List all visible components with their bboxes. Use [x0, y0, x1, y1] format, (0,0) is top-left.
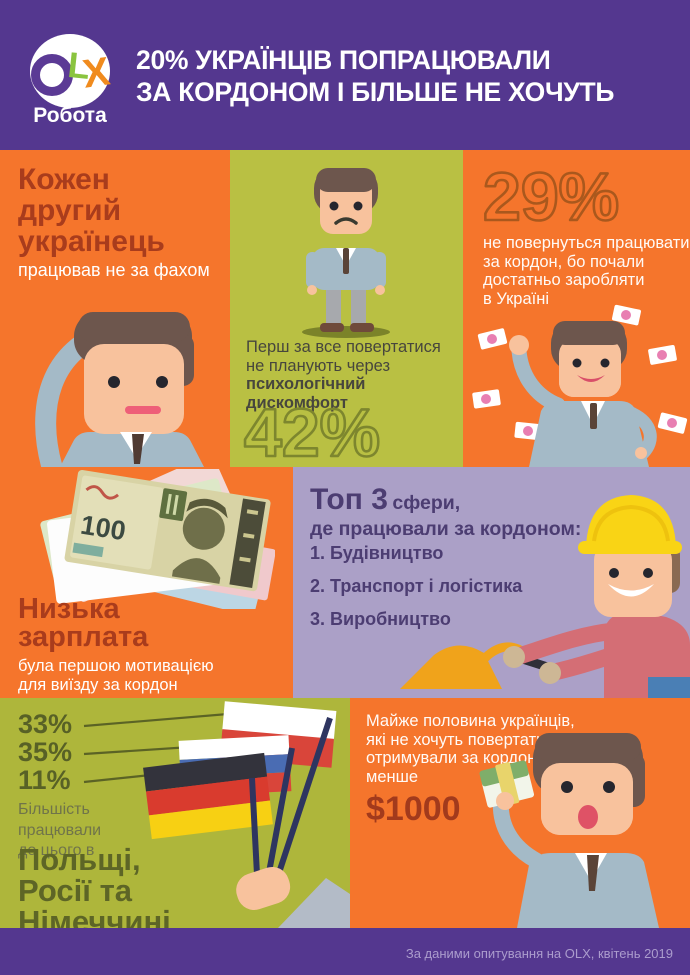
card-not-by-profession: Кожен другий українець працював не за фа… [0, 150, 230, 467]
card-f-text-line2: працювали [18, 821, 102, 839]
card-d-subtitle: була першою мотивацією для виїзду за кор… [18, 657, 214, 695]
card-d-title-line1: Низька [18, 593, 120, 625]
card-c-text-line1: не повернуться працювати [483, 234, 690, 252]
card-b-text: Перш за все повертатися не планують чере… [246, 338, 441, 412]
card-f-percents: 33% 35% 11% [18, 710, 72, 794]
percent-poland: 33% [18, 709, 73, 739]
olx-logo-letter-x: X [79, 48, 113, 97]
page-title-line1: 20% УКРАЇНЦІВ ПОПРАЦЮВАЛИ [136, 45, 551, 75]
olx-logo: L X [30, 34, 113, 108]
card-e-item-2: 2. Транспорт і логістика [310, 576, 523, 596]
card-psych-discomfort: Перш за все повертатися не планують чере… [230, 150, 463, 467]
banknote-100-label: 100 [79, 510, 128, 547]
card-f-countries: Польщі, Росії та Німеччині [18, 844, 171, 928]
stat-29-percent: 29% [482, 162, 621, 228]
country-russia: Росії та [18, 873, 133, 908]
card-c-text-line3: достатньо заробляти [483, 271, 645, 289]
card-g-text-line1: Майже половина українців, [366, 712, 575, 730]
card-c-text-line2: за кордон, бо почали [483, 252, 645, 271]
construction-worker-illustration [400, 495, 690, 698]
stat-under-1000: $1000 [366, 790, 461, 828]
card-a-subtitle: працював не за фахом [18, 260, 210, 280]
card-countries: 33% 35% 11% Більшість працювали до цього… [0, 698, 350, 928]
percent-russia: 35% [18, 737, 73, 767]
card-e-heading: Топ 3 сфери, де працювали за кордоном: [310, 483, 581, 541]
card-b-text-line2: не планують через [246, 356, 391, 375]
card-e-title-big: Топ 3 [310, 483, 388, 516]
page-title-line2: ЗА КОРДОНОМ І БІЛЬШЕ НЕ ХОЧУТЬ [136, 77, 615, 107]
card-low-salary: 100 Низька зарплата була першою мотиваці… [0, 467, 293, 698]
page-title: 20% УКРАЇНЦІВ ПОПРАЦЮВАЛИ ЗА КОРДОНОМ І … [136, 44, 614, 108]
card-a-title-line3: українець [18, 225, 165, 258]
card-e-item-3: 3. Виробництво [310, 609, 451, 629]
card-e-title-small: сфери, [392, 492, 461, 514]
card-b-bold-line2: дискомфорт [246, 393, 348, 412]
card-a-title-line2: другий [18, 194, 122, 227]
card-top-spheres: Топ 3 сфери, де працювали за кордоном: 1… [293, 467, 690, 698]
card-d-title: Низька зарплата [18, 593, 149, 653]
card-a-title: Кожен другий українець [18, 164, 165, 257]
flags-illustration [143, 701, 350, 928]
stat-42-percent-text: 42% [244, 400, 380, 464]
man-with-flying-banknotes-illustration [472, 304, 688, 467]
card-e-subtitle: де працювали за кордоном: [310, 518, 582, 540]
card-g-text-line4: менше [366, 767, 419, 786]
card-g-text-line2: які не хочуть повертатися, [366, 730, 568, 749]
country-poland: Польщі, [18, 842, 141, 877]
card-f-text-line1: Більшість [18, 801, 90, 818]
sad-man-illustration [302, 168, 390, 338]
brand-product-label: Робота [33, 104, 107, 127]
card-g-text-line3: отримували за кордоном [366, 749, 557, 767]
card-g-text: Майже половина українців, які не хочуть … [366, 712, 575, 786]
card-f-text: Більшість працювали до цього в [18, 800, 101, 862]
card-e-item-1: 1. Будівництво [310, 543, 444, 563]
man-holding-dollars-illustration [479, 733, 659, 928]
stat-42-percent: 42% [243, 400, 382, 464]
card-b-bold-line1: психологічний [246, 375, 366, 393]
man-scratching-head-illustration [35, 312, 204, 467]
card-a-title-line1: Кожен [18, 163, 110, 196]
card-d-title-line2: зарплата [18, 621, 149, 653]
card-c-text: не повернуться працювати за кордон, бо п… [483, 234, 689, 308]
olx-logo-letter-o [30, 54, 73, 96]
stat-29-percent-text: 29% [483, 162, 619, 228]
percent-germany: 11% [18, 765, 71, 795]
card-d-subtitle-line1: була першою мотивацією [18, 657, 214, 675]
card-enough-earnings: 29% не повернуться працювати за кордон, … [463, 150, 690, 467]
card-f-text-line3: до цього в [18, 842, 95, 859]
country-germany: Німеччині [18, 904, 171, 928]
card-d-subtitle-line2: для виїзду за кордон [18, 676, 178, 694]
card-under-1000: Майже половина українців, які не хочуть … [350, 698, 690, 928]
card-b-text-line1: Перш за все повертатися [246, 338, 441, 356]
footer-source: За даними опитування на OLX, квітень 201… [405, 946, 673, 961]
card-c-text-line4: в Україні [483, 289, 550, 308]
hryvnia-banknotes-fan-illustration: 100 [40, 469, 275, 609]
